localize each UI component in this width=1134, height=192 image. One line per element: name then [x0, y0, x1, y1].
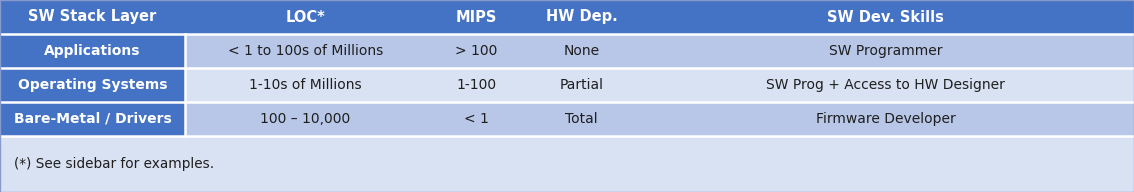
Bar [185, 68, 426, 102]
Text: 1-10s of Millions: 1-10s of Millions [249, 78, 362, 92]
Text: Firmware Developer: Firmware Developer [815, 112, 956, 126]
Text: Total: Total [566, 112, 598, 126]
Text: Applications: Applications [44, 44, 141, 58]
Bar [185, 34, 426, 68]
Text: SW Stack Layer: SW Stack Layer [28, 9, 156, 25]
Text: HW Dep.: HW Dep. [545, 9, 618, 25]
Text: Partial: Partial [560, 78, 603, 92]
Text: SW Programmer: SW Programmer [829, 44, 942, 58]
Bar [526, 34, 637, 68]
Text: Operating Systems: Operating Systems [18, 78, 167, 92]
Text: 1-100: 1-100 [456, 78, 497, 92]
Text: MIPS: MIPS [456, 9, 497, 25]
Bar [526, 68, 637, 102]
Bar [0, 34, 185, 68]
Bar [0, 102, 185, 136]
Bar [185, 102, 426, 136]
Text: LOC*: LOC* [286, 9, 325, 25]
Bar [526, 102, 637, 136]
Bar [185, 0, 426, 34]
Text: < 1: < 1 [464, 112, 489, 126]
Bar [637, 0, 1134, 34]
Text: (*) See sidebar for examples.: (*) See sidebar for examples. [14, 157, 213, 171]
Text: SW Prog + Access to HW Designer: SW Prog + Access to HW Designer [767, 78, 1005, 92]
Bar [426, 68, 526, 102]
Bar [0, 68, 185, 102]
Text: None: None [564, 44, 600, 58]
Bar [426, 102, 526, 136]
Text: 100 – 10,000: 100 – 10,000 [261, 112, 350, 126]
Bar [426, 34, 526, 68]
Bar [637, 102, 1134, 136]
Text: < 1 to 100s of Millions: < 1 to 100s of Millions [228, 44, 383, 58]
Text: Bare-Metal / Drivers: Bare-Metal / Drivers [14, 112, 171, 126]
Bar [637, 34, 1134, 68]
Text: > 100: > 100 [455, 44, 498, 58]
Bar [0, 0, 185, 34]
Bar [0, 136, 1134, 192]
Bar [637, 68, 1134, 102]
Text: SW Dev. Skills: SW Dev. Skills [827, 9, 945, 25]
Bar [526, 0, 637, 34]
Bar [426, 0, 526, 34]
